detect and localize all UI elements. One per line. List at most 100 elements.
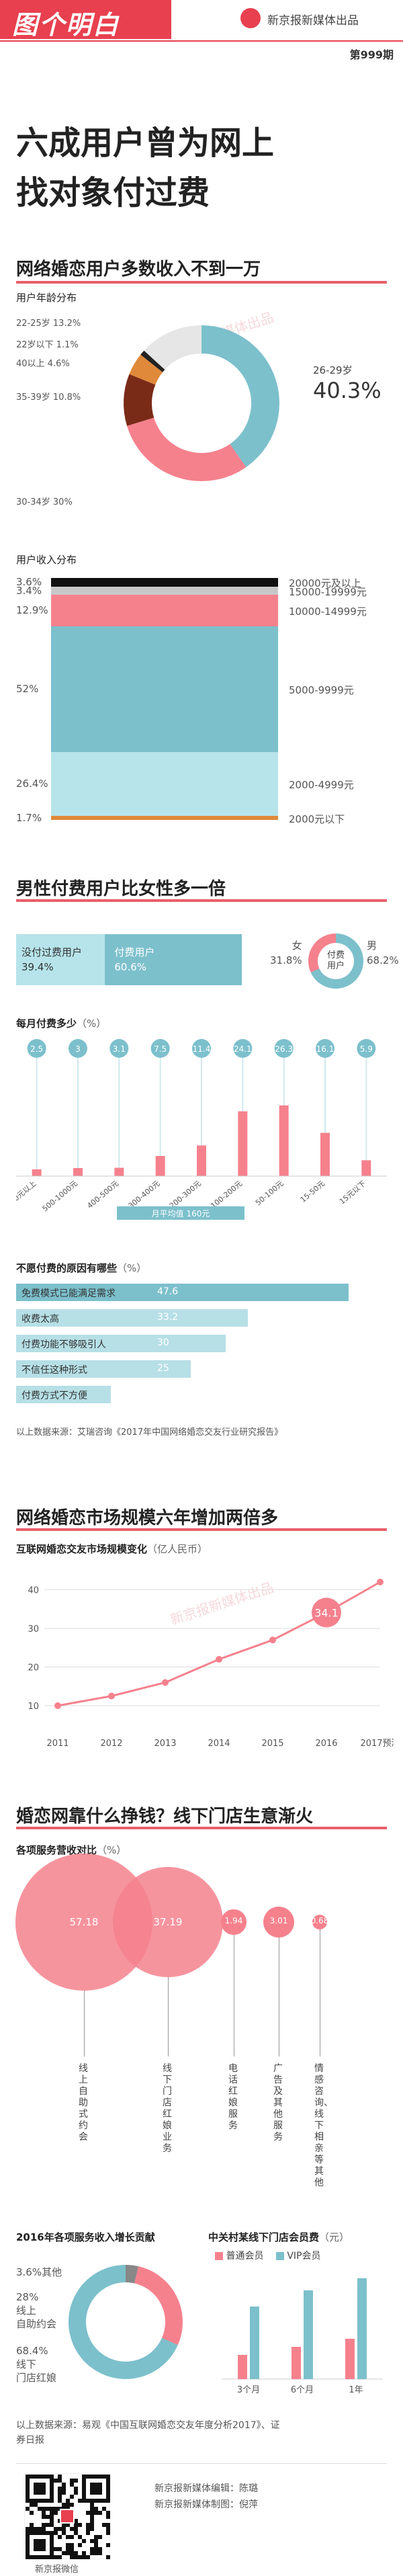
qr-module bbox=[38, 2539, 42, 2543]
revenue-unit: （%） bbox=[97, 1844, 127, 1856]
qr-module bbox=[54, 2555, 58, 2559]
qr-module bbox=[98, 2551, 102, 2555]
qr-module bbox=[46, 2475, 50, 2479]
qr-module bbox=[82, 2555, 86, 2559]
qr-module bbox=[58, 2475, 62, 2479]
qr-module bbox=[26, 2547, 30, 2551]
qr-logo-icon bbox=[60, 2509, 75, 2524]
monthly-bubble-4 bbox=[192, 1039, 211, 1058]
qr-module bbox=[74, 2555, 78, 2559]
section4-accent bbox=[16, 1827, 387, 1829]
bubble-label-3: 广告及其他服务 bbox=[273, 2063, 283, 2143]
qr-module bbox=[38, 2543, 42, 2547]
qr-module bbox=[34, 2543, 38, 2547]
qr-module bbox=[30, 2503, 34, 2507]
section4-source-2: 券日报 bbox=[16, 2435, 44, 2446]
qr-module bbox=[106, 2491, 110, 2495]
qr-module bbox=[94, 2547, 98, 2551]
qr-module bbox=[34, 2531, 38, 2535]
qr-module bbox=[94, 2475, 98, 2479]
qr-module bbox=[94, 2551, 98, 2555]
qr-module bbox=[94, 2487, 98, 2491]
qr-module bbox=[42, 2555, 46, 2559]
qr-module bbox=[66, 2551, 70, 2555]
market-label: 互联网婚恋交友市场规模变化（亿人民币） bbox=[16, 1542, 208, 1556]
qr-module bbox=[34, 2503, 38, 2507]
income-value-4: 26.4% bbox=[16, 778, 48, 790]
monthly-bubble-0 bbox=[27, 1039, 46, 1058]
monthly-category-1: 500-1000元 bbox=[41, 1179, 79, 1213]
qr-module bbox=[54, 2511, 58, 2515]
qr-module bbox=[90, 2507, 94, 2511]
qr-module bbox=[74, 2551, 78, 2555]
monthly-bubble-6 bbox=[274, 1039, 294, 1058]
qr-module bbox=[34, 2527, 38, 2531]
qr-module bbox=[58, 2487, 62, 2491]
growth-offline-2: 门店红娘 bbox=[16, 2372, 57, 2384]
reason-bar-1 bbox=[16, 1309, 249, 1327]
members-vip-bar-2 bbox=[357, 2278, 367, 2379]
income-band-0 bbox=[51, 578, 278, 587]
monthly-label: 每月付费多少（%） bbox=[16, 1016, 106, 1030]
qr-module bbox=[70, 2479, 74, 2483]
market-ytick-0: 10 bbox=[28, 1702, 39, 1712]
bubble-2 bbox=[221, 1909, 247, 1935]
members-label: 中关村某线下门店会员费（元） bbox=[208, 2230, 349, 2244]
qr-module bbox=[50, 2539, 54, 2543]
qr-module bbox=[42, 2523, 46, 2527]
unpaid-segment bbox=[16, 934, 105, 985]
qr-module bbox=[50, 2523, 54, 2527]
monthly-bar-6 bbox=[279, 1105, 289, 1176]
members-label-text: 中关村某线下门店会员费 bbox=[208, 2231, 320, 2243]
monthly-category-8: 15元以下 bbox=[338, 1179, 367, 1206]
qr-module bbox=[78, 2535, 82, 2539]
section4-source-1: 以上数据来源：易观《中国互联网婚恋交友年度分析2017》、证 bbox=[16, 2420, 280, 2431]
paid-value: 60.6% bbox=[114, 961, 147, 973]
qr-module bbox=[106, 2479, 110, 2483]
qr-module bbox=[66, 2523, 70, 2527]
qr-module bbox=[106, 2523, 110, 2527]
qr-module bbox=[38, 2547, 42, 2551]
monthly-value-3: 7.5 bbox=[154, 1044, 167, 1054]
qr-module bbox=[38, 2499, 42, 2503]
qr-module bbox=[54, 2479, 58, 2483]
qr-module bbox=[94, 2511, 98, 2515]
monthly-bar-1 bbox=[73, 1168, 83, 1176]
market-label-text: 互联网婚恋交友市场规模变化 bbox=[16, 1543, 148, 1555]
qr-module bbox=[42, 2511, 46, 2515]
reasons-chart: 免费模式已能满足需求 47.6 收费太高 33.2 付费功能不够吸引人 30 不信任这种形式… bbox=[16, 1284, 387, 1418]
gender-center: 付费 用户 bbox=[306, 950, 366, 972]
bubble-label-2: 电话红娘服务 bbox=[228, 2063, 238, 2131]
market-xtick-2: 2013 bbox=[154, 1739, 176, 1749]
qr-module bbox=[82, 2539, 86, 2543]
qr-module bbox=[46, 2515, 50, 2519]
market-xtick-3: 2014 bbox=[208, 1739, 230, 1749]
market-xtick-0: 2011 bbox=[46, 1739, 69, 1749]
qr-module bbox=[66, 2499, 70, 2503]
qr-module bbox=[50, 2491, 54, 2495]
qr-module bbox=[42, 2531, 46, 2535]
footer-editor: 新京报新媒体编辑：陈璐 bbox=[154, 2483, 258, 2494]
members-unit: （元） bbox=[319, 2231, 350, 2243]
market-xtick-6: 2017预测 bbox=[360, 1739, 394, 1749]
qr-module bbox=[26, 2555, 30, 2559]
qr-module bbox=[74, 2531, 78, 2535]
qr-module bbox=[50, 2515, 54, 2519]
qr-module bbox=[62, 2551, 66, 2555]
qr-module bbox=[82, 2491, 86, 2495]
qr-module bbox=[78, 2499, 82, 2503]
qr-module bbox=[62, 2527, 66, 2531]
qr-module bbox=[106, 2555, 110, 2559]
gender-donut bbox=[308, 933, 363, 989]
section2-accent bbox=[16, 899, 387, 902]
market-chart: 10203040502011201220132014201534.1201620… bbox=[28, 1579, 394, 1749]
income-band-label-4: 2000-4999元 bbox=[289, 779, 354, 792]
header-logo: 图个明白 bbox=[12, 10, 120, 40]
qr-module bbox=[26, 2487, 30, 2491]
qr-module bbox=[70, 2483, 74, 2487]
age-label-35-39: 35-39岁 10.8% bbox=[16, 392, 81, 403]
logo-icon bbox=[240, 8, 261, 28]
qr-module bbox=[66, 2503, 70, 2507]
qr-module bbox=[30, 2523, 34, 2527]
qr-module bbox=[50, 2507, 54, 2511]
